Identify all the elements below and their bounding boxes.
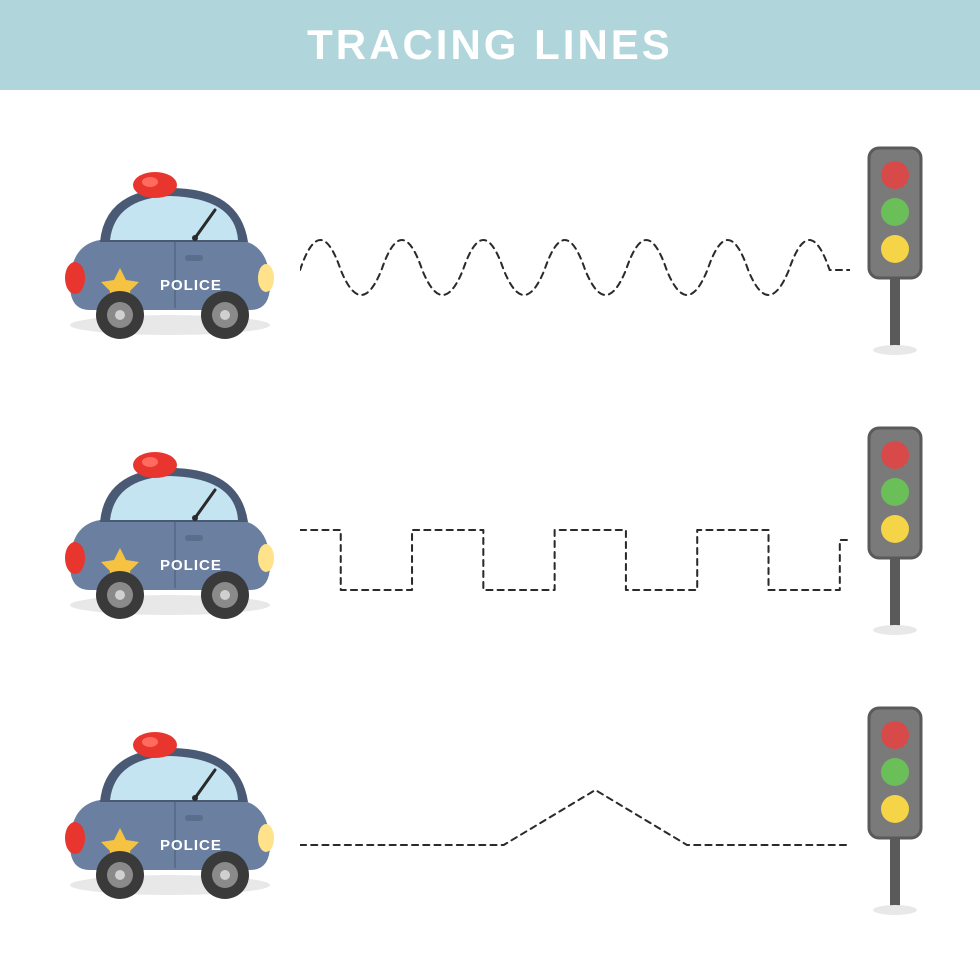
police-label: POLICE	[160, 277, 222, 294]
police-label: POLICE	[160, 837, 222, 854]
tracing-line-peak[interactable]	[300, 670, 850, 950]
worksheet-rows: POLICE	[0, 90, 980, 950]
police-car: POLICE	[40, 430, 300, 630]
page-title: TRACING LINES	[307, 21, 673, 69]
traffic-light	[850, 140, 940, 360]
title-banner: TRACING LINES	[0, 0, 980, 90]
tracing-line-square[interactable]	[300, 390, 850, 670]
police-car: POLICE	[40, 710, 300, 910]
police-car: POLICE	[40, 150, 300, 350]
tracing-row: POLICE	[40, 110, 940, 390]
police-label: POLICE	[160, 557, 222, 574]
tracing-row: POLICE	[40, 670, 940, 950]
tracing-line-wave[interactable]	[300, 110, 850, 390]
tracing-row: POLICE	[40, 390, 940, 670]
traffic-light	[850, 700, 940, 920]
traffic-light	[850, 420, 940, 640]
